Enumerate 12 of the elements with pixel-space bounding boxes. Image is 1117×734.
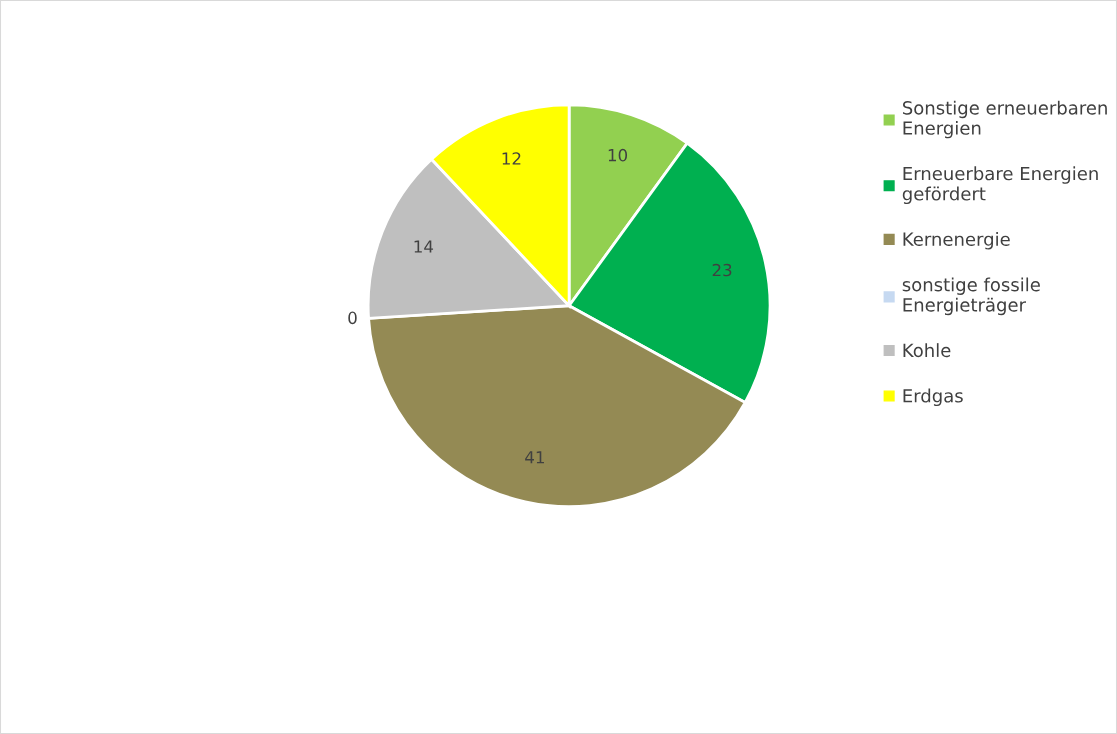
legend-label: Kernenergie (903, 232, 1010, 250)
data-label: 41 (525, 451, 544, 464)
data-label: 10 (608, 148, 628, 162)
legend-label: Sonstige erneuerbaren Energien (902, 100, 1107, 139)
data-label: 23 (712, 263, 732, 277)
data-label: 12 (502, 152, 521, 165)
legend-label: Erdgas (903, 388, 963, 407)
legend-label: Erneuerbare Energien gefördert (902, 166, 1098, 205)
legend-label: sonstige fossile Energieträger (902, 277, 1040, 316)
text: 0 (348, 311, 357, 325)
legend-label: Kohle (903, 343, 951, 358)
data-label: 14 (414, 240, 434, 253)
